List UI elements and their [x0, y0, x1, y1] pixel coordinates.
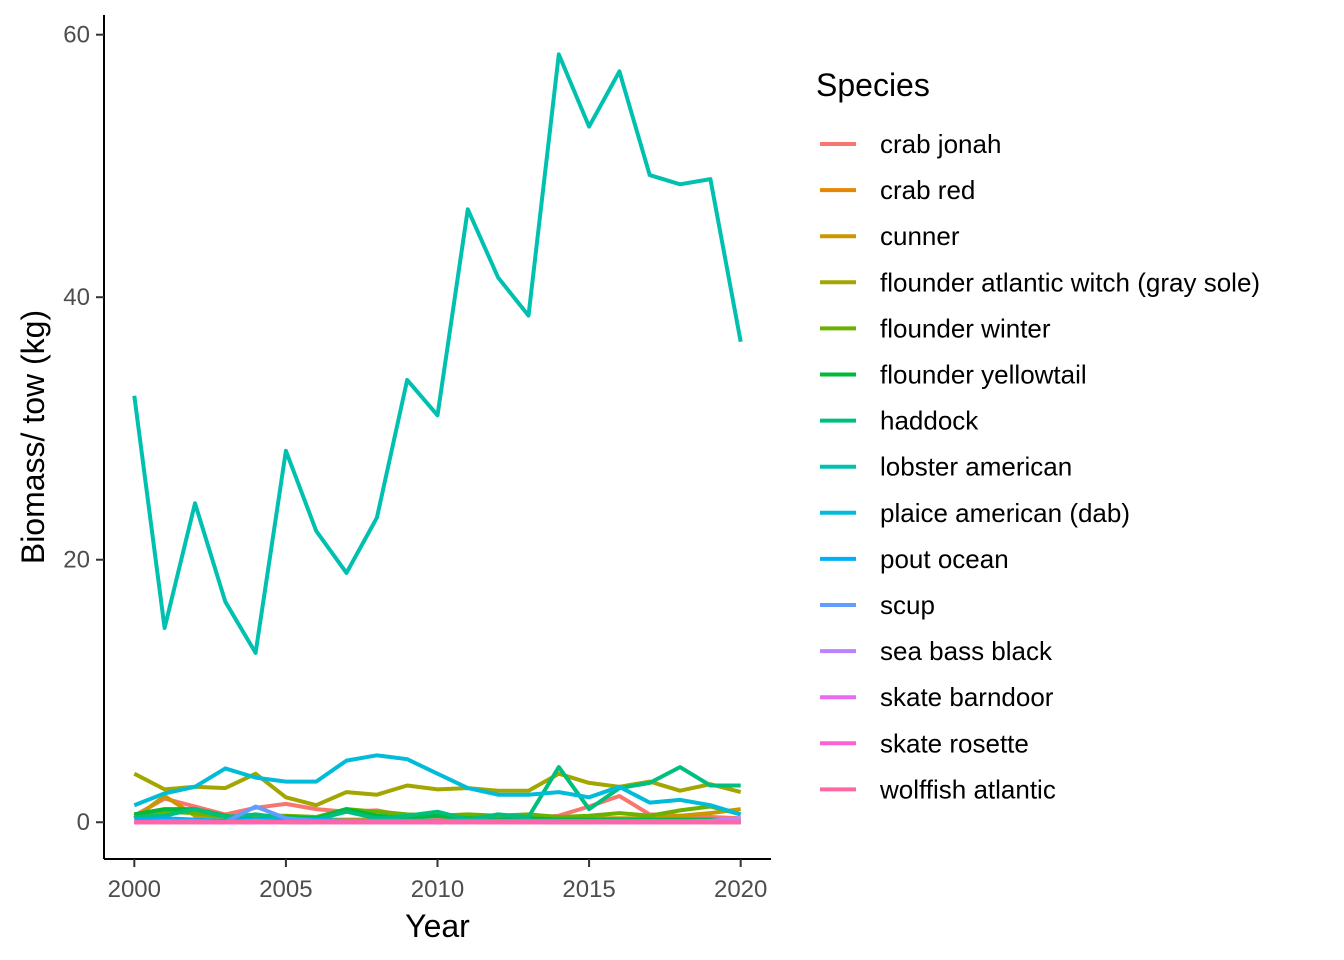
series-layer: [132, 52, 743, 825]
series-line-9: [133, 753, 742, 817]
y-tick-label: 0: [77, 809, 90, 836]
y-ticks: 0 20 40 60: [63, 22, 104, 836]
legend-label: lobster american: [880, 452, 1072, 482]
legend-item-13: skate barndoor: [820, 682, 1054, 712]
x-tick-label: 2005: [259, 876, 312, 903]
legend-label: skate rosette: [880, 728, 1029, 758]
legend-item-6: flounder yellowtail: [820, 360, 1087, 390]
legend-label: plaice american (dab): [880, 498, 1130, 528]
legend-item-5: flounder winter: [820, 313, 1051, 343]
series-line-8: [132, 52, 743, 655]
legend-label: flounder yellowtail: [880, 360, 1087, 390]
y-tick-label: 40: [63, 284, 90, 311]
legend-item-15: wolffish atlantic: [820, 774, 1056, 804]
legend-label: flounder atlantic witch (gray sole): [880, 267, 1260, 297]
legend-label: haddock: [880, 406, 979, 436]
legend-item-2: crab red: [820, 175, 975, 205]
y-axis-title: Biomass/ tow (kg): [15, 310, 51, 564]
legend-item-1: crab jonah: [820, 129, 1001, 159]
x-tick-label: 2020: [714, 876, 767, 903]
y-tick-label: 60: [63, 22, 90, 49]
x-tick-label: 2000: [108, 876, 161, 903]
x-ticks: 2000 2005 2010 2015 2020: [108, 859, 767, 903]
legend-label: pout ocean: [880, 544, 1009, 574]
legend-item-10: pout ocean: [820, 544, 1009, 574]
legend-item-11: scup: [820, 590, 935, 620]
y-tick-label: 20: [63, 547, 90, 574]
legend-item-7: haddock: [820, 406, 979, 436]
legend-item-8: lobster american: [820, 452, 1072, 482]
legend-label: cunner: [880, 221, 960, 251]
legend-label: crab jonah: [880, 129, 1001, 159]
x-tick-label: 2015: [562, 876, 615, 903]
legend-items: crab jonah crab red cunner flounder atlanti…: [820, 129, 1260, 804]
series-line-15: [134, 818, 741, 825]
legend-item-9: plaice american (dab): [820, 498, 1130, 528]
legend-item-4: flounder atlantic witch (gray sole): [820, 267, 1260, 297]
legend-item-14: skate rosette: [820, 728, 1029, 758]
x-tick-label: 2010: [411, 876, 464, 903]
legend-label: sea bass black: [880, 636, 1053, 666]
legend-label: wolffish atlantic: [879, 774, 1056, 804]
legend-item-12: sea bass black: [820, 636, 1053, 666]
legend-label: crab red: [880, 175, 975, 205]
legend-item-3: cunner: [820, 221, 960, 251]
legend-label: scup: [880, 590, 935, 620]
axis-layer: [103, 15, 771, 860]
legend-label: flounder winter: [880, 313, 1051, 343]
legend: Species crab jonah crab red cunner flounder…: [816, 67, 1260, 804]
x-axis-title: Year: [405, 908, 470, 944]
legend-title: Species: [816, 67, 930, 103]
legend-label: skate barndoor: [880, 682, 1054, 712]
